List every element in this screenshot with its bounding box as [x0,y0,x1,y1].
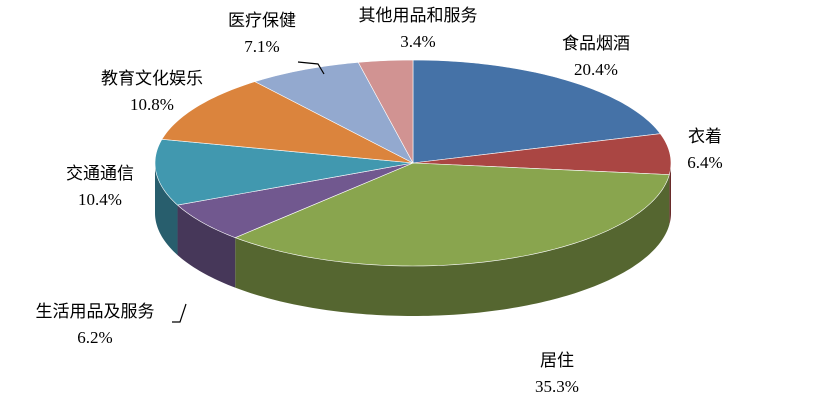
slice-side [155,163,178,256]
pie-sides [155,163,671,316]
slice [176,162,414,238]
slice [154,138,414,206]
category-label: 居住 [540,351,574,370]
value-label: 6.4% [687,153,722,172]
value-label: 3.4% [400,32,435,51]
value-label: 10.4% [78,190,122,209]
value-label: 35.3% [535,377,579,396]
value-label: 6.2% [77,328,112,347]
category-label: 交通通信 [66,164,134,183]
category-label: 衣着 [688,127,722,146]
category-label: 其他用品和服务 [359,6,478,25]
slice-side [235,174,670,316]
value-label: 20.4% [574,60,618,79]
slice-side [669,163,671,225]
category-label: 医疗保健 [228,11,296,30]
leader-lines [172,61,325,323]
pie-tops [154,59,672,267]
slice [412,133,672,175]
value-label: 10.8% [130,95,174,114]
leader-line [172,303,187,323]
slice [254,62,414,164]
value-label: 7.1% [244,37,279,56]
category-label: 教育文化娱乐 [101,69,203,88]
slice [161,81,414,164]
slice [412,59,661,164]
labels: 食品烟酒 20.4% 衣着 6.4% 居住 35.3% 生活用品及服务 6.2% 交通通信 10.… [36,6,723,396]
category-label: 生活用品及服务 [36,302,155,321]
slice [234,162,670,267]
category-label: 食品烟酒 [562,34,630,53]
leader-line [297,61,325,75]
slice [357,59,414,164]
slice-side [177,205,236,288]
